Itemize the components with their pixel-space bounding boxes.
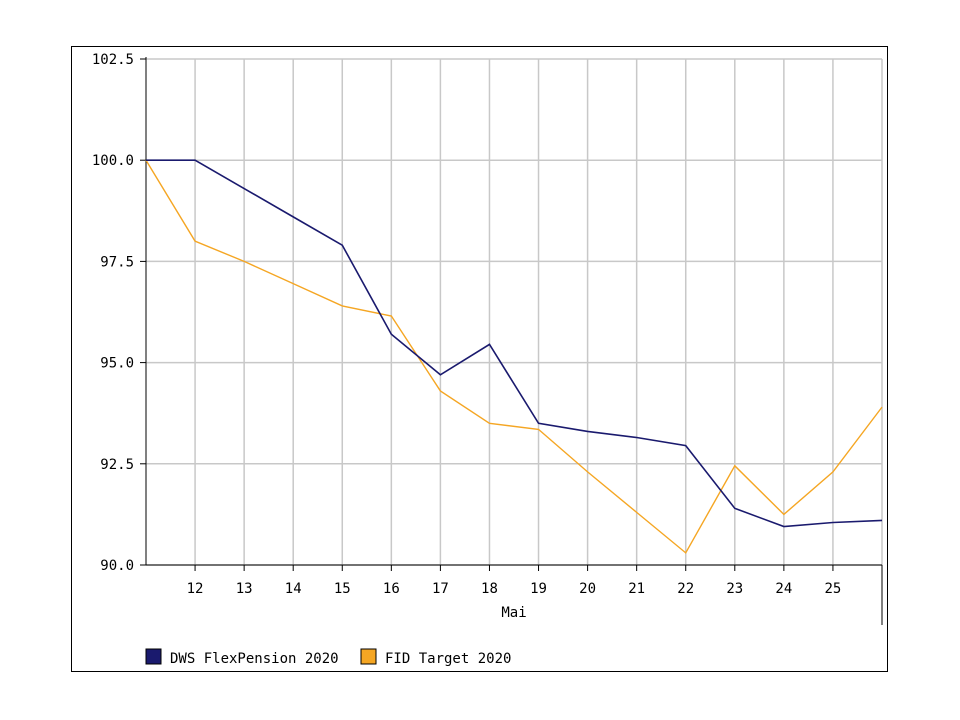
y-tick-label: 95.0	[100, 356, 134, 372]
y-tick-label: 100.0	[92, 153, 134, 169]
x-tick-label: 21	[628, 581, 645, 597]
x-tick-label: 14	[285, 581, 302, 597]
x-tick-label: 17	[432, 581, 449, 597]
y-tick-label: 97.5	[100, 254, 134, 270]
x-tick-label: 25	[825, 581, 842, 597]
x-tick-label: 18	[481, 581, 498, 597]
y-tick-label: 92.5	[100, 457, 134, 473]
x-tick-label: 13	[236, 581, 253, 597]
legend-swatch	[145, 648, 162, 665]
y-tick-label: 90.0	[100, 558, 134, 574]
series-line-dws-flexpension-2020	[146, 159, 883, 528]
x-tick-label: 15	[334, 581, 351, 597]
x-axis-label: Mai	[501, 605, 526, 621]
line-chart: 90.0 92.5 95.0 97.5 100.0 102.5 12 13 14 15 16 17 18…	[92, 52, 883, 667]
x-tick-label: 23	[726, 581, 743, 597]
x-tick-label: 22	[677, 581, 694, 597]
x-tick-label: 19	[530, 581, 547, 597]
legend-label: DWS FlexPension 2020	[170, 651, 339, 667]
legend-label: FID Target 2020	[385, 651, 511, 667]
chart-frame: 90.0 92.5 95.0 97.5 100.0 102.5 12 13 14 15 16 17 18…	[71, 46, 888, 672]
x-tick-label: 24	[775, 581, 792, 597]
series-line-fid-target-2020	[145, 159, 883, 554]
x-tick-label: 20	[579, 581, 596, 597]
x-tick-label: 16	[383, 581, 400, 597]
x-tick-label: 12	[187, 581, 204, 597]
legend-swatch	[360, 648, 377, 665]
y-tick-label: 102.5	[92, 52, 134, 68]
